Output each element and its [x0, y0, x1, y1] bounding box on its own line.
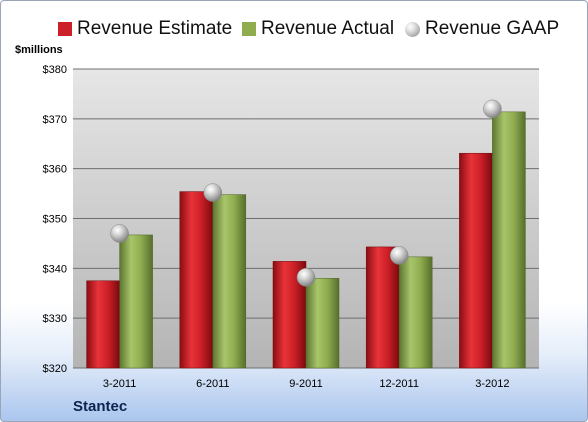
marker-revenue-gaap	[110, 224, 129, 243]
legend: Revenue Estimate Revenue Actual Revenue …	[1, 16, 587, 42]
bar-revenue-actual	[305, 278, 340, 369]
y-tick-label: $360	[43, 164, 67, 176]
bar-revenue-actual	[119, 234, 153, 369]
y-axis-unit-label: $millions	[15, 44, 63, 56]
bar-revenue-estimate	[459, 152, 493, 369]
legend-swatch-gaap	[405, 21, 420, 37]
y-tick-label: $380	[43, 64, 67, 76]
company-name: Stantec	[73, 398, 128, 415]
marker-revenue-gaap	[296, 268, 316, 287]
marker-revenue-gaap	[483, 99, 502, 119]
bar-revenue-estimate	[86, 280, 120, 369]
gaap-markers	[110, 99, 502, 287]
x-tick-label: 3-2012	[475, 378, 509, 390]
x-tick-label: 3-2011	[103, 378, 136, 390]
x-tick-label: 9-2011	[289, 378, 322, 390]
bar-revenue-estimate	[179, 191, 214, 369]
axis-ticks: $320 $330 $340 $350 $360 $370 $380 3-2011 6-2011…	[43, 64, 510, 390]
legend-item-revenue-estimate: Revenue Estimate	[58, 16, 232, 42]
legend-label-gaap: Revenue GAAP	[425, 18, 560, 39]
y-tick-label: $370	[43, 114, 67, 126]
legend-label-actual: Revenue Actual	[261, 18, 395, 39]
marker-revenue-gaap	[389, 246, 409, 265]
y-tick-label: $320	[43, 363, 67, 375]
legend-swatch-estimate	[58, 22, 72, 36]
y-tick-label: $330	[43, 313, 67, 325]
bar-revenue-estimate	[365, 246, 400, 369]
bar-revenue-actual	[492, 111, 526, 369]
bar-revenue-actual	[212, 194, 247, 369]
legend-label-estimate: Revenue Estimate	[77, 18, 233, 39]
bar-revenue-actual	[398, 256, 433, 369]
y-tick-label: $340	[43, 263, 67, 275]
marker-revenue-gaap	[203, 183, 223, 202]
bars	[86, 111, 526, 369]
legend-item-revenue-gaap: Revenue GAAP	[405, 16, 559, 42]
x-tick-label: 6-2011	[196, 378, 229, 390]
x-tick-label: 12-2011	[379, 378, 419, 390]
legend-item-revenue-actual: Revenue Actual	[242, 16, 394, 42]
legend-swatch-actual	[242, 22, 256, 36]
y-tick-label: $350	[43, 214, 67, 226]
